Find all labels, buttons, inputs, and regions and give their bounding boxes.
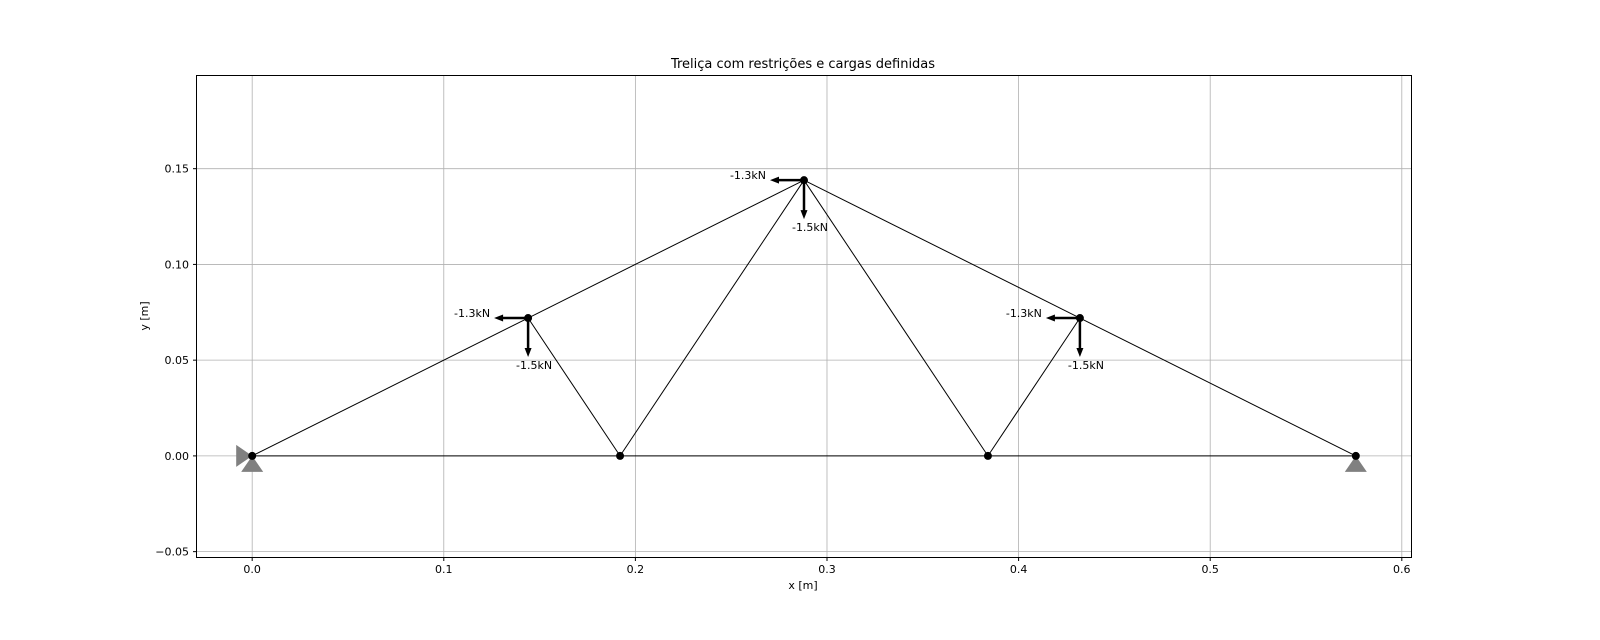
truss-member — [527, 179, 805, 319]
x-tick-label: 0.3 — [818, 563, 836, 576]
truss-node — [800, 176, 808, 185]
truss-member — [619, 179, 805, 457]
y-tick-label: −0.05 — [155, 546, 189, 559]
axis-ticks: 0.0 0.1 0.2 0.3 0.4 0.5 0.6 −0.05 0.00 0.05 0.10 0.… — [155, 163, 1410, 576]
truss-node — [524, 314, 533, 323]
load-arrowhead-vertical — [1076, 348, 1084, 358]
x-axis-label: x [m] — [788, 579, 817, 592]
horizontal-support-triangle — [236, 444, 253, 467]
load-arrowhead-horizontal — [1045, 314, 1055, 322]
load-arrowhead-vertical — [524, 348, 532, 358]
load-arrowhead-vertical — [800, 210, 808, 220]
x-tick-label: 0.2 — [627, 563, 645, 576]
chart-title: Treliça com restrições e cargas definida… — [670, 57, 935, 72]
load-arrowhead-horizontal — [494, 314, 504, 322]
truss-member — [987, 317, 1081, 457]
truss-member — [251, 317, 529, 457]
vertical-support-triangle — [1344, 455, 1367, 472]
truss-member — [803, 179, 1081, 319]
x-tick-label: 0.4 — [1010, 563, 1028, 576]
truss-member — [803, 179, 989, 457]
x-tick-label: 0.0 — [243, 563, 261, 576]
grid — [197, 76, 1411, 557]
y-tick-label: 0.10 — [165, 258, 190, 271]
supports — [236, 444, 1367, 472]
truss-node — [616, 451, 625, 460]
x-tick-label: 0.5 — [1201, 563, 1219, 576]
y-tick-label: 0.05 — [165, 354, 190, 367]
truss-nodes — [248, 176, 1360, 460]
vertical-support-triangle — [241, 455, 264, 472]
loads: -1.3kN -1.5kN -1.3kN -1.5kN -1.3kN -1.5kN — [454, 169, 1104, 372]
load-label-vertical: -1.5kN — [792, 221, 828, 234]
load-label-vertical: -1.5kN — [1068, 359, 1104, 372]
y-tick-label: 0.15 — [165, 163, 190, 176]
load-label-vertical: -1.5kN — [516, 359, 552, 372]
truss-node — [983, 451, 992, 460]
truss-member — [1079, 317, 1357, 457]
load-label-horizontal: -1.3kN — [454, 307, 490, 320]
truss-node — [248, 451, 257, 460]
load-arrowhead-horizontal — [770, 176, 779, 184]
x-tick-label: 0.6 — [1393, 563, 1411, 576]
truss-member — [527, 317, 621, 457]
plot-frame — [196, 75, 1412, 558]
y-axis-label: y [m] — [138, 301, 151, 330]
load-label-horizontal: -1.3kN — [730, 169, 766, 182]
truss-members — [251, 179, 1357, 457]
load-label-horizontal: -1.3kN — [1006, 307, 1042, 320]
x-tick-label: 0.1 — [435, 563, 453, 576]
y-tick-label: 0.00 — [165, 450, 190, 463]
truss-node — [1351, 451, 1360, 460]
truss-node — [1075, 314, 1084, 323]
